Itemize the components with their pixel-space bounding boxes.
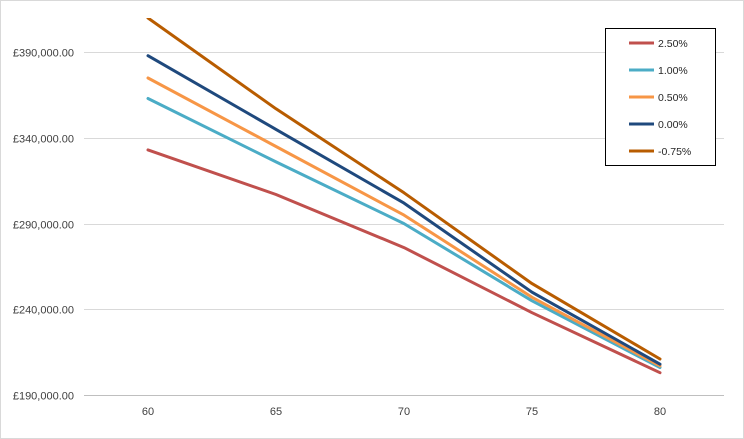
series-line [146,76,662,368]
x-tick-label: 75 [526,406,538,418]
legend: 2.50% 1.00% 0.50% 0.00% -0.75% [605,28,716,166]
y-tick-label: £390,000.00 [13,48,74,60]
legend-label: 0.50% [658,92,688,104]
y-tick-label: £190,000.00 [13,391,74,403]
y-tick-label: £340,000.00 [13,134,74,146]
x-tick-label: 70 [398,406,410,418]
axes: £190,000.00 £240,000.00 £290,000.00 £340,00… [13,48,724,418]
series-lines [146,18,662,375]
series-line [146,18,662,361]
x-tick-label: 65 [270,406,282,418]
y-tick-label: £290,000.00 [13,220,74,232]
series-line [146,97,662,370]
x-tick-label: 80 [654,406,666,418]
y-tick-label: £240,000.00 [13,305,74,317]
legend-label: 1.00% [658,65,688,77]
legend-label: 2.50% [658,38,688,50]
legend-label: -0.75% [658,146,691,158]
legend-box [605,28,716,166]
x-tick-label: 60 [142,406,154,418]
series-line [146,54,662,366]
legend-label: 0.00% [658,119,688,131]
series-line [146,148,662,375]
